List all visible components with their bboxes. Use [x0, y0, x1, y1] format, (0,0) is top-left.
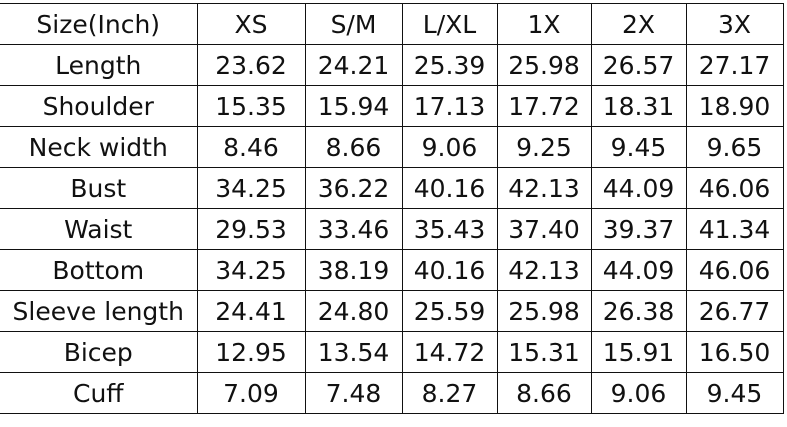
value-cell: 8.66 [496, 372, 592, 414]
value-cell: 1X [496, 3, 592, 45]
value-cell: 3X [685, 3, 784, 45]
row-label-cell: Length [0, 44, 198, 86]
value-cell: 37.40 [496, 208, 592, 250]
value-cell: 34.25 [196, 167, 306, 209]
value-cell: 34.25 [196, 249, 306, 291]
value-cell: 12.95 [196, 331, 306, 373]
value-cell: 14.72 [401, 331, 498, 373]
value-cell: 44.09 [590, 167, 687, 209]
value-cell: S/M [304, 3, 403, 45]
value-cell: 17.13 [401, 85, 498, 127]
value-cell: 46.06 [685, 249, 784, 291]
row-label-cell: Cuff [0, 372, 198, 414]
value-cell: 9.65 [685, 126, 784, 168]
value-cell: 7.09 [196, 372, 306, 414]
row-label-cell: Sleeve length [0, 290, 198, 332]
table-row: Cuff 7.09 7.48 8.27 8.66 9.06 9.45 [0, 372, 784, 414]
row-label-cell: Bust [0, 167, 198, 209]
value-cell: 16.50 [685, 331, 784, 373]
value-cell: 35.43 [401, 208, 498, 250]
value-cell: 25.59 [401, 290, 498, 332]
value-cell: 9.45 [590, 126, 687, 168]
value-cell: 9.06 [401, 126, 498, 168]
value-cell: 42.13 [496, 167, 592, 209]
value-cell: 38.19 [304, 249, 403, 291]
value-cell: 44.09 [590, 249, 687, 291]
value-cell: XS [196, 3, 306, 45]
value-cell: 9.25 [496, 126, 592, 168]
value-cell: L/XL [401, 3, 498, 45]
row-label-cell: Size(Inch) [0, 3, 198, 45]
value-cell: 8.27 [401, 372, 498, 414]
value-cell: 8.66 [304, 126, 403, 168]
value-cell: 40.16 [401, 167, 498, 209]
value-cell: 26.77 [685, 290, 784, 332]
value-cell: 46.06 [685, 167, 784, 209]
value-cell: 25.39 [401, 44, 498, 86]
value-cell: 15.91 [590, 331, 687, 373]
value-cell: 18.31 [590, 85, 687, 127]
value-cell: 24.80 [304, 290, 403, 332]
table-row: Sleeve length 24.41 24.80 25.59 25.98 26.38 26… [0, 290, 784, 332]
table-row: Length 23.62 24.21 25.39 25.98 26.57 27.17 [0, 44, 784, 86]
row-label-cell: Waist [0, 208, 198, 250]
value-cell: 40.16 [401, 249, 498, 291]
value-cell: 39.37 [590, 208, 687, 250]
value-cell: 25.98 [496, 44, 592, 86]
value-cell: 23.62 [196, 44, 306, 86]
table-row: Bicep 12.95 13.54 14.72 15.31 15.91 16.50 [0, 331, 784, 373]
value-cell: 13.54 [304, 331, 403, 373]
row-label-cell: Bottom [0, 249, 198, 291]
value-cell: 42.13 [496, 249, 592, 291]
table-row: Bust 34.25 36.22 40.16 42.13 44.09 46.06 [0, 167, 784, 209]
row-label-cell: Neck width [0, 126, 198, 168]
value-cell: 26.38 [590, 290, 687, 332]
value-cell: 15.31 [496, 331, 592, 373]
value-cell: 9.06 [590, 372, 687, 414]
value-cell: 17.72 [496, 85, 592, 127]
value-cell: 15.94 [304, 85, 403, 127]
row-label-cell: Shoulder [0, 85, 198, 127]
table-row: Shoulder 15.35 15.94 17.13 17.72 18.31 18.90 [0, 85, 784, 127]
value-cell: 29.53 [196, 208, 306, 250]
value-cell: 25.98 [496, 290, 592, 332]
table-row: Neck width 8.46 8.66 9.06 9.25 9.45 9.65 [0, 126, 784, 168]
table-row: Waist 29.53 33.46 35.43 37.40 39.37 41.34 [0, 208, 784, 250]
value-cell: 24.41 [196, 290, 306, 332]
value-cell: 36.22 [304, 167, 403, 209]
value-cell: 27.17 [685, 44, 784, 86]
size-chart-table: Size(Inch) XS S/M L/XL 1X 2X 3X Length 23.62 24.2… [0, 3, 784, 414]
value-cell: 24.21 [304, 44, 403, 86]
value-cell: 15.35 [196, 85, 306, 127]
value-cell: 18.90 [685, 85, 784, 127]
row-label-cell: Bicep [0, 331, 198, 373]
value-cell: 41.34 [685, 208, 784, 250]
value-cell: 33.46 [304, 208, 403, 250]
value-cell: 9.45 [685, 372, 784, 414]
value-cell: 8.46 [196, 126, 306, 168]
value-cell: 2X [590, 3, 687, 45]
header-row: Size(Inch) XS S/M L/XL 1X 2X 3X [0, 3, 784, 45]
value-cell: 26.57 [590, 44, 687, 86]
value-cell: 7.48 [304, 372, 403, 414]
table-row: Bottom 34.25 38.19 40.16 42.13 44.09 46.06 [0, 249, 784, 291]
